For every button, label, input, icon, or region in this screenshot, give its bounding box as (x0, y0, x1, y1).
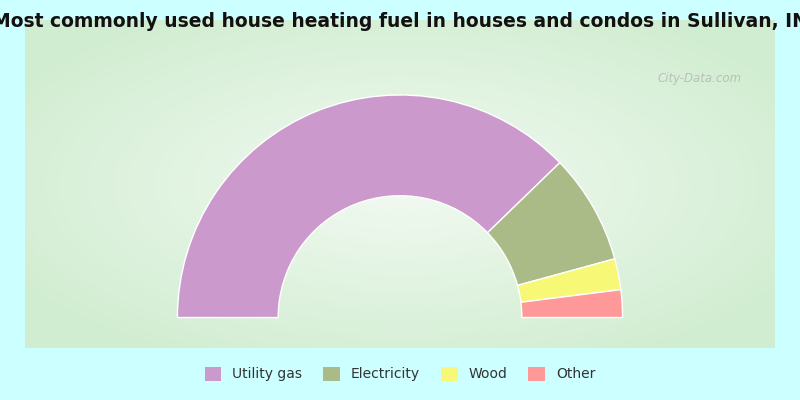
Wedge shape (178, 95, 560, 318)
Text: City-Data.com: City-Data.com (658, 72, 742, 85)
Text: Most commonly used house heating fuel in houses and condos in Sullivan, IN: Most commonly used house heating fuel in… (0, 12, 800, 31)
Wedge shape (518, 259, 621, 302)
Wedge shape (487, 163, 614, 285)
Legend: Utility gas, Electricity, Wood, Other: Utility gas, Electricity, Wood, Other (198, 360, 602, 388)
Wedge shape (521, 290, 622, 318)
